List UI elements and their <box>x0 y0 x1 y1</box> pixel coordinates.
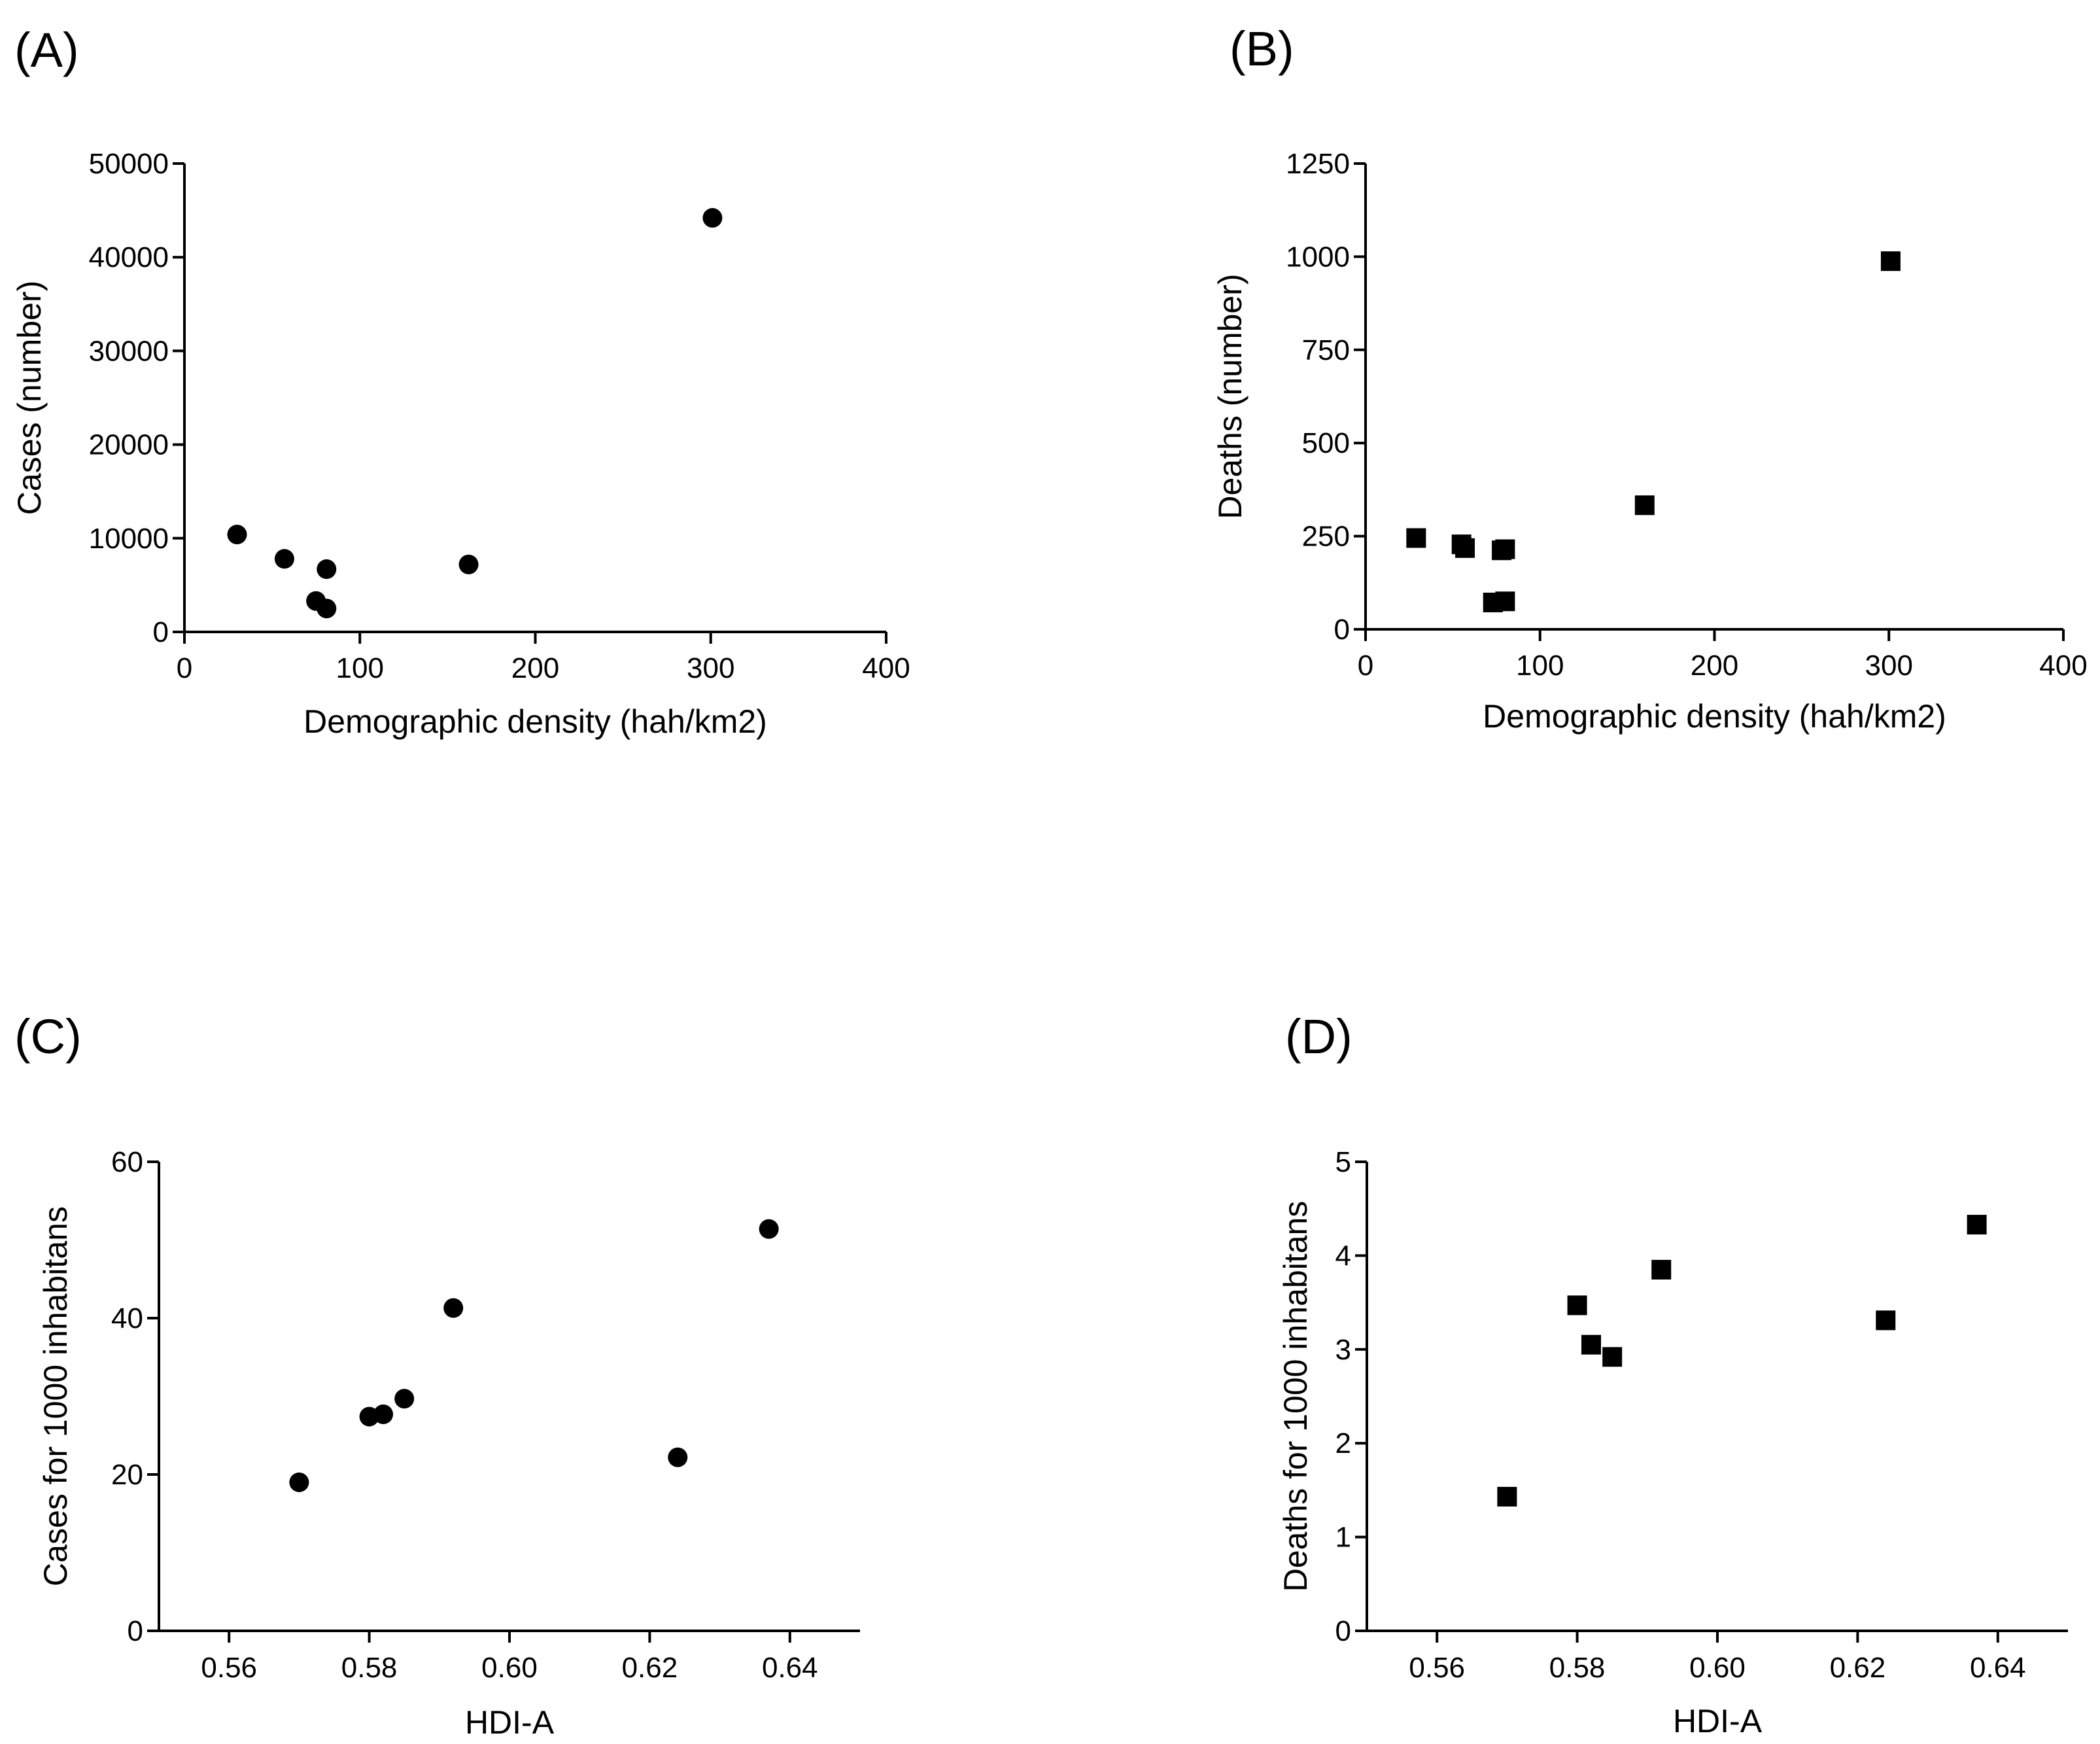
y-tick-label: 60 <box>111 1146 143 1178</box>
panel-c: (C) 0.56 0.58 0.60 0.62 0.64 0 20 40 60 HDI-A Cases… <box>14 1009 860 1741</box>
data-point <box>1495 591 1515 612</box>
x-tick-label: 0.62 <box>622 1652 678 1684</box>
x-tick-label: 0.60 <box>481 1652 538 1684</box>
x-tick-label: 200 <box>511 652 559 684</box>
x-tick-label: 200 <box>1691 650 1738 682</box>
data-point <box>759 1219 779 1239</box>
data-point <box>394 1389 415 1409</box>
x-tick-label: 0.58 <box>1549 1652 1606 1684</box>
x-tick-label: 0 <box>1358 650 1373 682</box>
y-tick-label: 0 <box>1334 614 1350 646</box>
data-point <box>668 1447 688 1467</box>
y-tick-label: 20000 <box>89 429 169 461</box>
x-tick-label: 0.56 <box>201 1652 257 1684</box>
data-point <box>1602 1347 1623 1367</box>
data-point <box>373 1404 394 1424</box>
x-tick-label: 300 <box>687 652 734 684</box>
data-point <box>227 525 247 545</box>
y-tick-label: 250 <box>1302 521 1350 553</box>
data-point <box>1634 495 1655 515</box>
y-axis-title: Deaths for 1000 inhabitans <box>1277 1201 1314 1592</box>
y-axis-title: Deaths (number) <box>1212 273 1248 519</box>
x-tick-label: 100 <box>1516 650 1564 682</box>
y-tick-label: 0 <box>1335 1615 1351 1647</box>
y-tick-label: 0 <box>128 1615 143 1647</box>
x-axis-title: Demographic density (hah/km2) <box>1483 698 1946 735</box>
y-tick-label: 0 <box>153 616 169 648</box>
x-tick-label: 0.56 <box>1409 1652 1465 1684</box>
y-tick-label: 10000 <box>89 523 169 555</box>
panel-d: (D) 0.56 0.58 0.60 0.62 0.64 0 1 2 3 4 5 HDI-A Deaths… <box>1277 1009 2068 1739</box>
x-axis-title: Demographic density (hah/km2) <box>303 703 767 740</box>
data-point <box>702 208 723 228</box>
x-tick-label: 300 <box>1865 650 1913 682</box>
y-tick-label: 750 <box>1302 334 1350 366</box>
panel-label: (B) <box>1230 22 1294 76</box>
y-tick-label: 40000 <box>89 241 169 273</box>
data-point <box>1651 1259 1672 1280</box>
x-tick-label: 100 <box>336 652 384 684</box>
data-point <box>1876 1310 1896 1331</box>
x-tick-label: 0.64 <box>1970 1652 2026 1684</box>
data-point <box>443 1298 464 1318</box>
y-tick-label: 40 <box>111 1302 143 1334</box>
y-tick-label: 20 <box>111 1459 143 1491</box>
y-tick-label: 1 <box>1335 1522 1351 1554</box>
y-tick-label: 5 <box>1335 1146 1351 1178</box>
data-point <box>1581 1334 1602 1355</box>
y-tick-label: 3 <box>1335 1334 1351 1366</box>
data-point <box>1406 528 1426 548</box>
data-point <box>274 549 294 569</box>
y-axis-title: Cases for 1000 inhabitans <box>37 1206 74 1586</box>
panel-label: (A) <box>14 23 79 77</box>
y-tick-label: 500 <box>1302 427 1350 459</box>
x-tick-label: 0.62 <box>1830 1652 1886 1684</box>
y-tick-label: 50000 <box>89 148 169 180</box>
y-tick-label: 1000 <box>1286 241 1350 273</box>
data-point <box>1497 1486 1517 1507</box>
x-tick-label: 400 <box>862 652 910 684</box>
data-point <box>317 599 337 619</box>
data-point <box>1567 1295 1587 1316</box>
data-point <box>317 559 337 580</box>
y-axis-title: Cases (number) <box>11 281 48 515</box>
x-tick-label: 0.58 <box>341 1652 398 1684</box>
x-tick-label: 0.60 <box>1689 1652 1746 1684</box>
x-tick-label: 0 <box>177 652 192 684</box>
y-tick-label: 30000 <box>89 335 169 367</box>
x-tick-label: 0.64 <box>762 1652 818 1684</box>
x-tick-label: 400 <box>2039 650 2087 682</box>
data-point <box>1880 251 1901 271</box>
data-point <box>1455 538 1475 558</box>
y-tick-label: 1250 <box>1286 148 1350 180</box>
panel-a: (A) 0 100 200 300 400 0 10000 20000 30000 40000 500… <box>11 23 910 740</box>
panel-label: (C) <box>14 1009 82 1064</box>
y-tick-label: 4 <box>1335 1240 1351 1272</box>
y-tick-label: 2 <box>1335 1427 1351 1459</box>
data-point <box>458 554 479 574</box>
data-point <box>1967 1215 1987 1235</box>
panel-label: (D) <box>1285 1009 1352 1064</box>
panel-b: (B) 0 100 200 300 400 0 250 500 750 1000 1250 Demogr… <box>1212 22 2088 735</box>
data-point <box>289 1472 309 1492</box>
x-axis-title: HDI-A <box>1673 1703 1763 1739</box>
data-point <box>1495 539 1515 559</box>
x-axis-title: HDI-A <box>465 1704 555 1741</box>
